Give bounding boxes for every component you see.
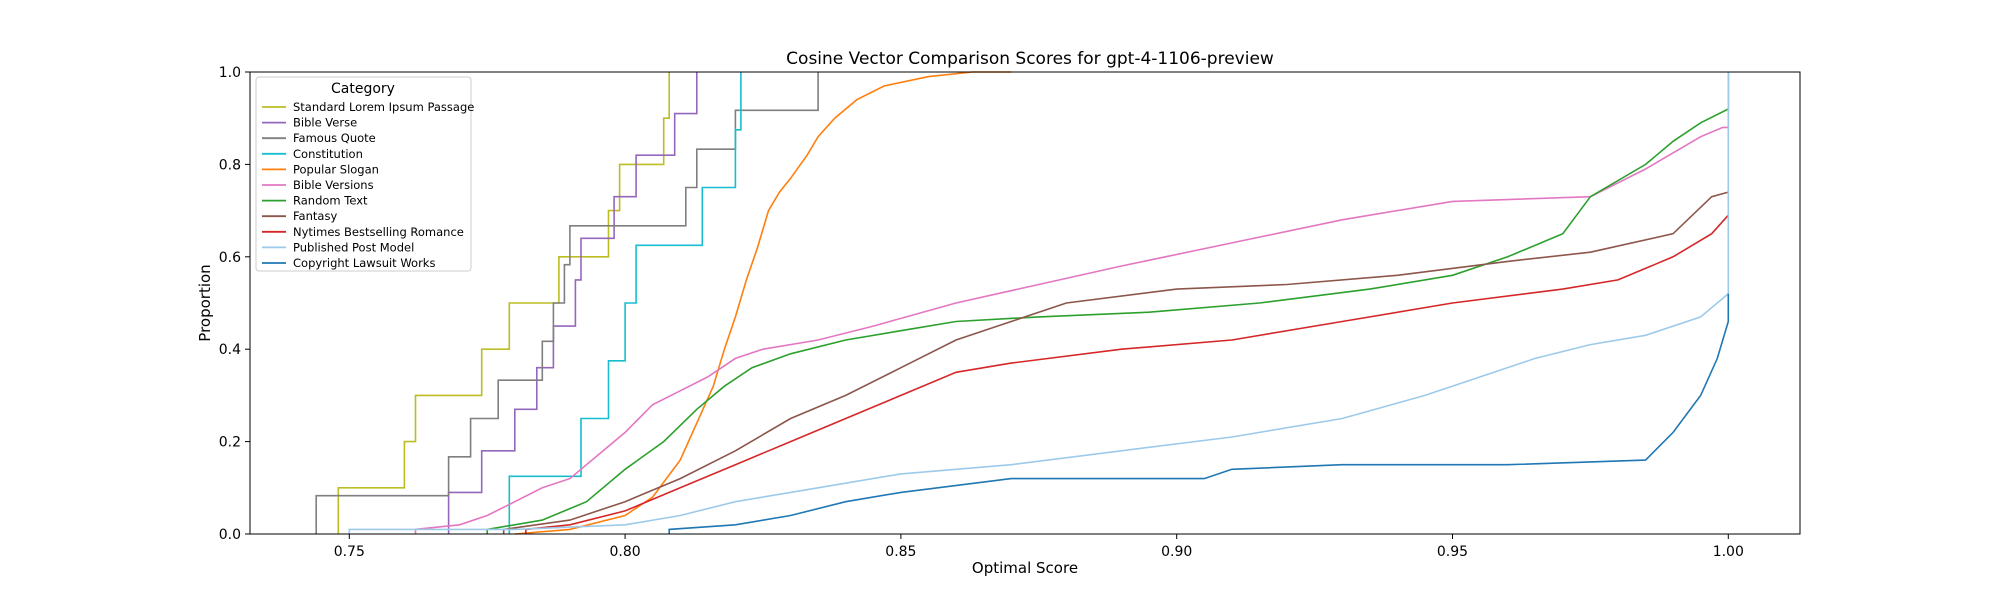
x-tick-label: 0.90 [1161,544,1192,560]
legend-label-published-post-model: Published Post Model [293,240,414,254]
y-axis-label: Proportion [196,264,214,341]
legend-label-copyright-lawsuit-works: Copyright Lawsuit Works [293,256,435,270]
legend-label-standard-lorem-ipsum-passage: Standard Lorem Ipsum Passage [293,100,474,114]
series-line-famous-quote [315,72,819,534]
y-tick-label: 1.0 [219,65,241,81]
legend-label-constitution: Constitution [293,147,363,161]
series-line-random-text [486,72,1730,534]
y-tick-label: 0.2 [219,435,241,451]
plot-lines [315,71,1730,535]
legend-label-bible-verse: Bible Verse [293,116,357,130]
y-tick-label: 0.6 [219,250,241,266]
legend-label-bible-versions: Bible Versions [293,178,374,192]
series-line-nytimes-bestselling-romance [525,214,1729,534]
x-tick-label: 0.85 [885,544,916,560]
legend-label-fantasy: Fantasy [293,209,337,223]
y-axis: 0.0 0.2 0.4 0.6 0.8 1.0 [219,65,250,543]
series-line-standard-lorem-ipsum-passage [337,72,670,534]
legend: Category Standard Lorem Ipsum Passage Bib… [255,76,474,272]
series-line-constitution [508,72,742,534]
chart-title: Cosine Vector Comparison Scores for gpt-… [786,49,1274,69]
series-line-bible-verse [447,72,698,534]
series-line-bible-versions [414,72,1730,534]
y-tick-label: 0.0 [219,527,241,543]
plot-frame [249,71,1801,535]
series-line-fantasy [502,191,1729,534]
x-tick-label: 0.75 [334,544,365,560]
x-axis: 0.75 0.80 0.85 0.90 0.95 1.00 [334,534,1744,560]
x-axis-label: Optimal Score [972,559,1078,577]
series-line-published-post-model [348,72,1730,534]
y-tick-label: 0.4 [219,342,241,358]
legend-title: Category [331,81,395,97]
x-tick-label: 0.80 [610,544,641,560]
legend-label-popular-slogan: Popular Slogan [293,162,379,176]
legend-label-famous-quote: Famous Quote [293,131,376,145]
legend-box [255,76,472,272]
x-tick-label: 0.95 [1437,544,1468,560]
y-tick-label: 0.8 [219,157,241,173]
legend-label-random-text: Random Text [293,194,368,208]
series-line-popular-slogan [514,71,1012,535]
x-tick-label: 1.00 [1713,544,1744,560]
series-line-copyright-lawsuit-works [668,293,1730,534]
legend-label-nytimes-bestselling-romance: Nytimes Bestselling Romance [293,225,464,239]
